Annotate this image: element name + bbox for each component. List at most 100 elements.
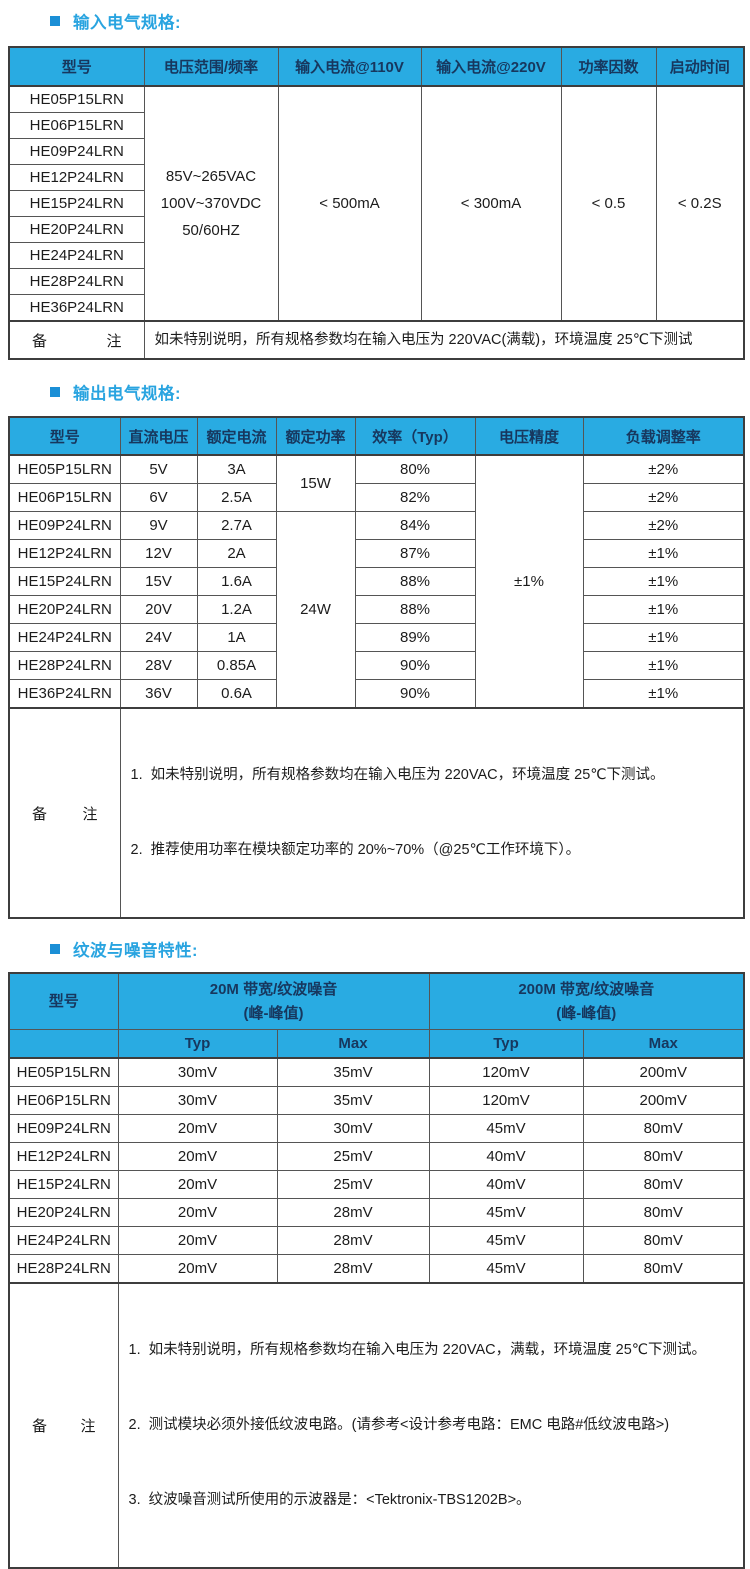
model-cell: HE12P24LRN xyxy=(8,539,121,568)
remark-row: 备 注 1. 如未特别说明，所有规格参数均在输入电压为 220VAC，环境温度 … xyxy=(8,707,745,919)
power-factor-cell: < 0.5 xyxy=(560,85,657,322)
header-row-groups: 型号 20M 带宽/纹波噪音 (峰-峰值) 200M 带宽/纹波噪音 (峰-峰值… xyxy=(8,972,745,1030)
table-row: HE20P24LRN 20V 1.2A 88% ±1% xyxy=(8,595,745,624)
ripple-20m-typ-cell: 20mV xyxy=(117,1114,278,1143)
remark-label-cell: 备 注 xyxy=(8,1282,119,1569)
startup-time-cell: < 0.2S xyxy=(655,85,745,322)
table-row: HE06P15LRN 30mV 35mV 120mV 200mV xyxy=(8,1086,745,1115)
column-header-model: 型号 xyxy=(8,46,145,87)
load-regulation-cell: ±2% xyxy=(582,454,745,484)
dc-voltage-cell: 36V xyxy=(119,679,198,709)
rated-power-24w-cell: 24W xyxy=(275,511,356,709)
section-header-ripple-noise: 纹波与噪音特性: xyxy=(50,937,750,961)
model-cell: HE12P24LRN xyxy=(8,164,145,191)
ripple-20m-typ-cell: 20mV xyxy=(117,1142,278,1171)
column-header-voltage-range: 电压范围/频率 xyxy=(143,46,279,87)
efficiency-cell: 89% xyxy=(354,623,476,652)
ripple-20m-max-cell: 25mV xyxy=(276,1142,430,1171)
table-row: HE28P24LRN 28V 0.85A 90% ±1% xyxy=(8,651,745,680)
ripple-20m-typ-cell: 20mV xyxy=(117,1170,278,1199)
model-cell: HE09P24LRN xyxy=(8,511,121,540)
rated-current-cell: 2.5A xyxy=(196,483,277,512)
table-row: HE24P24LRN 20mV 28mV 45mV 80mV xyxy=(8,1226,745,1255)
ripple-200m-max-cell: 80mV xyxy=(582,1142,745,1171)
column-header-200m-max: Max xyxy=(582,1029,745,1059)
section-header-input-specs: 输入电气规格: xyxy=(50,0,750,33)
load-regulation-cell: ±1% xyxy=(582,651,745,680)
input-current-220v-cell: < 300mA xyxy=(420,85,562,322)
dc-voltage-cell: 20V xyxy=(119,595,198,624)
remark-line: 2. 测试模块必须外接低纹波电路。(请参考<设计参考电路：EMC 电路#低纹波电… xyxy=(128,1417,670,1433)
load-regulation-cell: ±1% xyxy=(582,623,745,652)
header-row-sub: Typ Max Typ Max xyxy=(8,1029,745,1059)
header-row: 型号 电压范围/频率 输入电流@110V 输入电流@220V 功率因数 启动时间 xyxy=(8,46,745,87)
efficiency-cell: 82% xyxy=(354,483,476,512)
column-header-200m-typ: Typ xyxy=(428,1029,584,1059)
load-regulation-cell: ±1% xyxy=(582,539,745,568)
table-row: HE09P24LRN 9V 2.7A 24W 84% ±2% xyxy=(8,511,745,709)
column-header-dc-voltage: 直流电压 xyxy=(119,416,198,456)
column-header-rated-power: 额定功率 xyxy=(275,416,356,456)
column-header-load-regulation: 负载调整率 xyxy=(582,416,745,456)
efficiency-cell: 90% xyxy=(354,651,476,680)
model-cell: HE28P24LRN xyxy=(8,1254,119,1284)
rated-current-cell: 1.2A xyxy=(196,595,277,624)
rated-current-cell: 2A xyxy=(196,539,277,568)
group-header-line: 20M 带宽/纹波噪音 xyxy=(209,980,338,998)
ripple-200m-typ-cell: 40mV xyxy=(428,1142,584,1171)
ripple-200m-max-cell: 80mV xyxy=(582,1254,745,1284)
column-header-20m-max: Max xyxy=(276,1029,430,1059)
efficiency-cell: 80% xyxy=(354,454,476,484)
header-row: 型号 直流电压 额定电流 额定功率 效率（Typ） 电压精度 负载调整率 xyxy=(8,416,745,456)
column-header-current-110v: 输入电流@110V xyxy=(277,46,422,87)
efficiency-cell: 90% xyxy=(354,679,476,709)
load-regulation-cell: ±2% xyxy=(582,511,745,540)
remark-label-cell: 备 注 xyxy=(8,707,121,919)
table-row: HE15P24LRN 15V 1.6A 88% ±1% xyxy=(8,567,745,596)
remark-text: 如未特别说明，所有规格参数均在输入电压为 220VAC(满载)，环境温度 25℃… xyxy=(143,320,745,360)
section-header-output-specs: 输出电气规格: xyxy=(50,380,750,404)
square-bullet-icon xyxy=(50,387,60,397)
model-cell: HE28P24LRN xyxy=(8,651,121,680)
table-row: HE20P24LRN 20mV 28mV 45mV 80mV xyxy=(8,1198,745,1227)
remark-label-right: 注 xyxy=(82,805,98,823)
remark-line: 1. 如未特别说明，所有规格参数均在输入电压为 220VAC，环境温度 25℃下… xyxy=(130,767,665,783)
ripple-200m-typ-cell: 45mV xyxy=(428,1226,584,1255)
table-row: HE06P15LRN 6V 2.5A 82% ±2% xyxy=(8,483,745,512)
efficiency-cell: 84% xyxy=(354,511,476,540)
section-title: 输入电气规格: xyxy=(73,14,181,32)
ripple-20m-max-cell: 30mV xyxy=(276,1114,430,1143)
load-regulation-cell: ±1% xyxy=(582,595,745,624)
model-cell: HE15P24LRN xyxy=(8,190,145,217)
ripple-20m-typ-cell: 20mV xyxy=(117,1198,278,1227)
ripple-200m-typ-cell: 120mV xyxy=(428,1086,584,1115)
remark-label-right: 注 xyxy=(106,332,122,350)
model-cell: HE20P24LRN xyxy=(8,216,145,243)
table-row: HE12P24LRN 20mV 25mV 40mV 80mV xyxy=(8,1142,745,1171)
column-header-current-220v: 输入电流@220V xyxy=(420,46,562,87)
model-cell: HE36P24LRN xyxy=(8,294,145,322)
model-cell: HE20P24LRN xyxy=(8,595,121,624)
remark-label-cell: 备 注 xyxy=(8,320,145,360)
voltage-range-line: 50/60HZ xyxy=(182,222,240,239)
ripple-200m-max-cell: 200mV xyxy=(582,1057,745,1087)
model-cell: HE05P15LRN xyxy=(8,1057,119,1087)
column-group-20m-bandwidth: 20M 带宽/纹波噪音 (峰-峰值) xyxy=(117,972,430,1030)
load-regulation-cell: ±1% xyxy=(582,567,745,596)
model-cell: HE15P24LRN xyxy=(8,1170,119,1199)
input-specs-table: 型号 电压范围/频率 输入电流@110V 输入电流@220V 功率因数 启动时间… xyxy=(8,46,745,360)
square-bullet-icon xyxy=(50,944,60,954)
rated-current-cell: 1A xyxy=(196,623,277,652)
table-row: HE09P24LRN 20mV 30mV 45mV 80mV xyxy=(8,1114,745,1143)
remark-label-left: 备 xyxy=(32,1418,48,1435)
voltage-accuracy-cell: ±1% xyxy=(474,454,584,709)
remark-label-right: 注 xyxy=(80,1418,96,1435)
ripple-200m-max-cell: 200mV xyxy=(582,1086,745,1115)
section-title: 输出电气规格: xyxy=(73,385,181,403)
dc-voltage-cell: 24V xyxy=(119,623,198,652)
group-header-line: (峰-峰值) xyxy=(556,1004,617,1022)
table-row: HE20P24LRN xyxy=(8,216,744,243)
model-cell: HE09P24LRN xyxy=(8,1114,119,1143)
group-header-line: 200M 带宽/纹波噪音 xyxy=(518,980,655,998)
